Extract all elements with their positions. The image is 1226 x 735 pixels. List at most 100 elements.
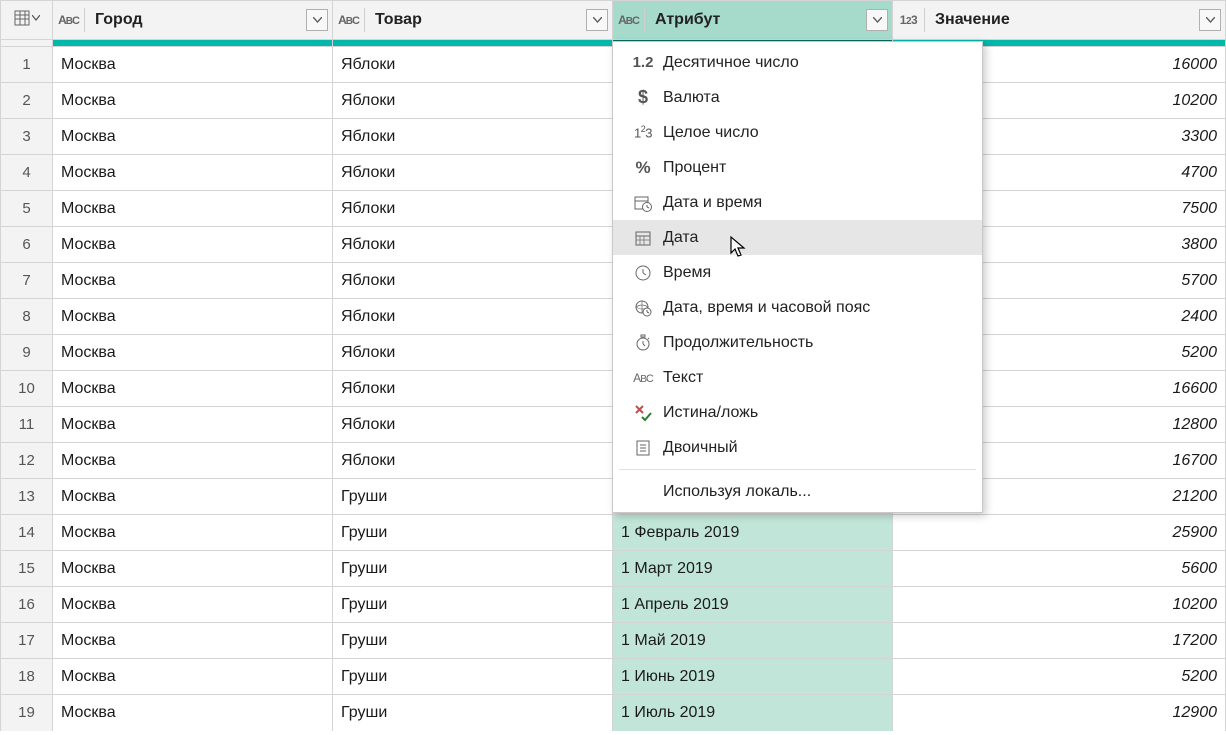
menu-item[interactable]: ABCТекст [613, 360, 982, 395]
row-number[interactable]: 3 [1, 119, 53, 155]
menu-item[interactable]: Дата и время [613, 185, 982, 220]
row-number[interactable]: 7 [1, 263, 53, 299]
menu-item[interactable]: Время [613, 255, 982, 290]
menu-item[interactable]: Дата, время и часовой пояс [613, 290, 982, 325]
cell-product[interactable]: Яблоки [333, 47, 613, 83]
cell-city[interactable]: Москва [53, 47, 333, 83]
row-number[interactable]: 12 [1, 443, 53, 479]
cell-product[interactable]: Груши [333, 479, 613, 515]
row-number[interactable]: 17 [1, 623, 53, 659]
row-number[interactable]: 19 [1, 695, 53, 731]
row-number[interactable]: 9 [1, 335, 53, 371]
cell-product[interactable]: Яблоки [333, 443, 613, 479]
cell-product[interactable]: Груши [333, 515, 613, 551]
menu-item[interactable]: Используя локаль... [613, 474, 982, 509]
table-row[interactable]: 14МоскваГруши1 Февраль 201925900 [1, 515, 1226, 551]
cell-city[interactable]: Москва [53, 299, 333, 335]
cell-value[interactable]: 17200 [893, 623, 1226, 659]
row-number[interactable]: 14 [1, 515, 53, 551]
table-row[interactable]: 17МоскваГруши1 Май 201917200 [1, 623, 1226, 659]
filter-button[interactable] [866, 9, 888, 31]
menu-item[interactable]: Продолжительность [613, 325, 982, 360]
cell-product[interactable]: Яблоки [333, 299, 613, 335]
filter-button[interactable] [586, 9, 608, 31]
cell-city[interactable]: Москва [53, 407, 333, 443]
type-icon[interactable]: ABC [57, 8, 85, 32]
cell-city[interactable]: Москва [53, 83, 333, 119]
type-icon[interactable]: ABC [337, 8, 365, 32]
cell-city[interactable]: Москва [53, 371, 333, 407]
cell-value[interactable]: 12900 [893, 695, 1226, 731]
cell-attr[interactable]: 1 Февраль 2019 [613, 515, 893, 551]
cell-value[interactable]: 10200 [893, 587, 1226, 623]
table-row[interactable]: 16МоскваГруши1 Апрель 201910200 [1, 587, 1226, 623]
table-row[interactable]: 19МоскваГруши1 Июль 201912900 [1, 695, 1226, 731]
cell-attr[interactable]: 1 Май 2019 [613, 623, 893, 659]
cell-product[interactable]: Яблоки [333, 191, 613, 227]
filter-button[interactable] [306, 9, 328, 31]
cell-city[interactable]: Москва [53, 623, 333, 659]
cell-value[interactable]: 25900 [893, 515, 1226, 551]
cell-city[interactable]: Москва [53, 695, 333, 731]
column-header-value[interactable]: 123Значение [893, 1, 1226, 40]
row-number[interactable]: 2 [1, 83, 53, 119]
cell-attr[interactable]: 1 Апрель 2019 [613, 587, 893, 623]
cell-city[interactable]: Москва [53, 659, 333, 695]
cell-city[interactable]: Москва [53, 443, 333, 479]
type-icon[interactable]: ABC [617, 8, 645, 32]
row-number[interactable]: 4 [1, 155, 53, 191]
cell-product[interactable]: Груши [333, 551, 613, 587]
filter-button[interactable] [1199, 9, 1221, 31]
cell-city[interactable]: Москва [53, 335, 333, 371]
menu-item[interactable]: Истина/ложь [613, 395, 982, 430]
cell-city[interactable]: Москва [53, 191, 333, 227]
cell-product[interactable]: Яблоки [333, 155, 613, 191]
menu-item[interactable]: 1.2Десятичное число [613, 45, 982, 80]
menu-item[interactable]: 123Целое число [613, 115, 982, 150]
menu-item[interactable]: %Процент [613, 150, 982, 185]
row-number[interactable]: 11 [1, 407, 53, 443]
row-number[interactable]: 13 [1, 479, 53, 515]
cell-attr[interactable]: 1 Июль 2019 [613, 695, 893, 731]
type-icon[interactable]: 123 [897, 8, 925, 32]
cell-city[interactable]: Москва [53, 479, 333, 515]
cell-product[interactable]: Яблоки [333, 371, 613, 407]
row-number[interactable]: 1 [1, 47, 53, 83]
cell-city[interactable]: Москва [53, 119, 333, 155]
column-header-city[interactable]: ABCГород [53, 1, 333, 40]
menu-item[interactable]: Дата [613, 220, 982, 255]
cell-value[interactable]: 5600 [893, 551, 1226, 587]
cell-product[interactable]: Груши [333, 695, 613, 731]
cell-attr[interactable]: 1 Март 2019 [613, 551, 893, 587]
cell-city[interactable]: Москва [53, 587, 333, 623]
row-number[interactable]: 8 [1, 299, 53, 335]
cell-product[interactable]: Яблоки [333, 119, 613, 155]
cell-product[interactable]: Яблоки [333, 335, 613, 371]
cell-city[interactable]: Москва [53, 515, 333, 551]
column-header-attr[interactable]: ABCАтрибут [613, 1, 893, 40]
row-number[interactable]: 5 [1, 191, 53, 227]
cell-city[interactable]: Москва [53, 227, 333, 263]
cell-product[interactable]: Груши [333, 659, 613, 695]
cell-city[interactable]: Москва [53, 263, 333, 299]
cell-product[interactable]: Груши [333, 623, 613, 659]
row-number[interactable]: 18 [1, 659, 53, 695]
select-all-corner[interactable] [1, 1, 53, 40]
row-number[interactable]: 6 [1, 227, 53, 263]
row-number[interactable]: 10 [1, 371, 53, 407]
table-row[interactable]: 18МоскваГруши1 Июнь 20195200 [1, 659, 1226, 695]
cell-product[interactable]: Яблоки [333, 407, 613, 443]
menu-item[interactable]: $Валюта [613, 80, 982, 115]
table-row[interactable]: 15МоскваГруши1 Март 20195600 [1, 551, 1226, 587]
column-header-product[interactable]: ABCТовар [333, 1, 613, 40]
cell-city[interactable]: Москва [53, 155, 333, 191]
row-number[interactable]: 16 [1, 587, 53, 623]
cell-product[interactable]: Яблоки [333, 83, 613, 119]
cell-product[interactable]: Яблоки [333, 227, 613, 263]
row-number[interactable]: 15 [1, 551, 53, 587]
cell-value[interactable]: 5200 [893, 659, 1226, 695]
cell-product[interactable]: Яблоки [333, 263, 613, 299]
menu-item[interactable]: Двоичный [613, 430, 982, 465]
cell-product[interactable]: Груши [333, 587, 613, 623]
cell-attr[interactable]: 1 Июнь 2019 [613, 659, 893, 695]
